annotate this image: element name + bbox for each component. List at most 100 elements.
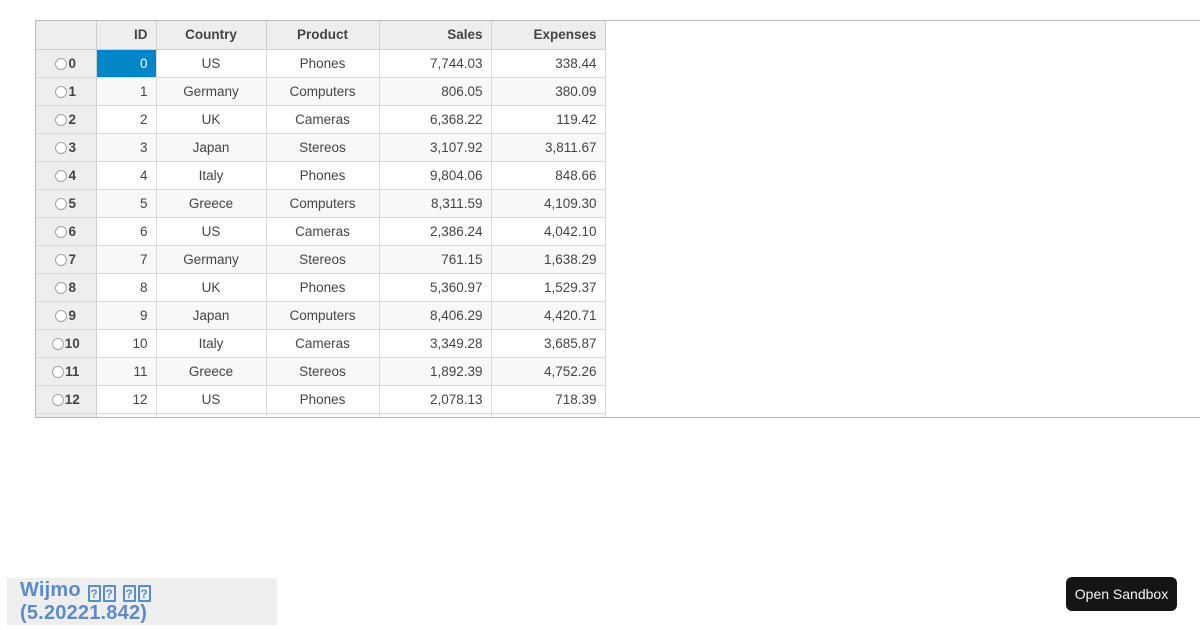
- cell-product[interactable]: Computers: [266, 77, 380, 106]
- cell-sales[interactable]: 8,406.29: [379, 301, 492, 330]
- row-select-radio[interactable]: [55, 57, 68, 70]
- cell-country[interactable]: Italy: [156, 329, 267, 358]
- row-select-radio[interactable]: [55, 197, 68, 210]
- cell-product[interactable]: Cameras: [266, 105, 380, 134]
- row-select-radio[interactable]: [51, 393, 64, 406]
- cell-id[interactable]: 6: [96, 217, 157, 246]
- row-select-radio[interactable]: [55, 225, 68, 238]
- cell-id[interactable]: 8: [96, 273, 157, 302]
- cell-sales[interactable]: 2,386.24: [379, 217, 492, 246]
- cell-id[interactable]: 11: [96, 357, 157, 386]
- row-header-7[interactable]: 7: [36, 245, 97, 274]
- cell-id[interactable]: 12: [96, 385, 157, 414]
- cell-expenses[interactable]: 848.66: [491, 161, 606, 190]
- row-select-radio[interactable]: [51, 337, 64, 350]
- row-select-radio[interactable]: [55, 141, 68, 154]
- cell-expenses[interactable]: 3,811.67: [491, 133, 606, 162]
- cell-id[interactable]: 0: [96, 49, 157, 78]
- cell-product[interactable]: Cameras: [266, 217, 380, 246]
- cell-expenses[interactable]: 4,042.10: [491, 217, 606, 246]
- cell-country[interactable]: US: [156, 385, 267, 414]
- cell-sales[interactable]: 8,311.59: [379, 189, 492, 218]
- cell-product[interactable]: Computers: [266, 189, 380, 218]
- cell-id[interactable]: 4: [96, 161, 157, 190]
- row-header-8[interactable]: 8: [36, 273, 97, 302]
- cell-id[interactable]: 10: [96, 329, 157, 358]
- row-select-radio[interactable]: [52, 365, 65, 378]
- cell-expenses[interactable]: 338.44: [491, 49, 606, 78]
- row-select-radio[interactable]: [55, 85, 68, 98]
- cell-country[interactable]: Japan: [156, 133, 267, 162]
- row-select-radio[interactable]: [55, 309, 68, 322]
- row-header-9[interactable]: 9: [36, 301, 97, 330]
- column-header-product[interactable]: Product: [266, 21, 380, 50]
- grid-header: ID Country Product Sales Expenses: [36, 21, 606, 50]
- cell-product[interactable]: Phones: [266, 161, 380, 190]
- row-select-radio[interactable]: [55, 113, 68, 126]
- cell-expenses[interactable]: 119.42: [491, 105, 606, 134]
- cell-expenses[interactable]: 1,529.37: [491, 273, 606, 302]
- cell-country[interactable]: Germany: [156, 245, 267, 274]
- row-header-5[interactable]: 5: [36, 189, 97, 218]
- cell-sales[interactable]: 3,107.92: [379, 133, 492, 162]
- cell-id[interactable]: 1: [96, 77, 157, 106]
- cell-expenses[interactable]: 4,109.30: [491, 189, 606, 218]
- cell-country[interactable]: Germany: [156, 77, 267, 106]
- cell-expenses[interactable]: 3,685.87: [491, 329, 606, 358]
- cell-expenses[interactable]: 1,638.29: [491, 245, 606, 274]
- cell-sales[interactable]: 761.15: [379, 245, 492, 274]
- cell-product[interactable]: Cameras: [266, 329, 380, 358]
- cell-sales[interactable]: 7,744.03: [379, 49, 492, 78]
- row-header-10[interactable]: 10: [36, 329, 97, 358]
- cell-id[interactable]: 7: [96, 245, 157, 274]
- cell-sales[interactable]: 1,892.39: [379, 357, 492, 386]
- cell-product[interactable]: Stereos: [266, 133, 380, 162]
- row-header-2[interactable]: 2: [36, 105, 97, 134]
- cell-country[interactable]: UK: [156, 105, 267, 134]
- row-header-0[interactable]: 0: [36, 49, 97, 78]
- row-header-1[interactable]: 1: [36, 77, 97, 106]
- grid-corner-header[interactable]: [36, 21, 97, 50]
- cell-sales[interactable]: 806.05: [379, 77, 492, 106]
- cell-product[interactable]: Stereos: [266, 245, 380, 274]
- cell-sales[interactable]: 5,360.97: [379, 273, 492, 302]
- cell-product[interactable]: Phones: [266, 385, 380, 414]
- row-select-radio[interactable]: [55, 281, 68, 294]
- cell-expenses[interactable]: 4,752.26: [491, 357, 606, 386]
- cell-id[interactable]: 2: [96, 105, 157, 134]
- cell-country[interactable]: Greece: [156, 189, 267, 218]
- row-select-radio[interactable]: [55, 253, 68, 266]
- cell-sales[interactable]: 2,078.13: [379, 385, 492, 414]
- cell-sales[interactable]: 3,349.28: [379, 329, 492, 358]
- cell-product[interactable]: Phones: [266, 49, 380, 78]
- cell-product[interactable]: Computers: [266, 301, 380, 330]
- cell-expenses[interactable]: 718.39: [491, 385, 606, 414]
- cell-expenses[interactable]: 380.09: [491, 77, 606, 106]
- cell-country[interactable]: Italy: [156, 161, 267, 190]
- cell-id[interactable]: 9: [96, 301, 157, 330]
- column-header-sales[interactable]: Sales: [379, 21, 492, 50]
- cell-country[interactable]: UK: [156, 273, 267, 302]
- open-sandbox-button[interactable]: Open Sandbox: [1066, 577, 1177, 611]
- missing-glyph-box: ?: [87, 584, 101, 602]
- column-header-expenses[interactable]: Expenses: [491, 21, 606, 50]
- cell-sales[interactable]: 9,804.06: [379, 161, 492, 190]
- cell-expenses[interactable]: 4,420.71: [491, 301, 606, 330]
- cell-country[interactable]: Greece: [156, 357, 267, 386]
- cell-country[interactable]: Japan: [156, 301, 267, 330]
- cell-country[interactable]: US: [156, 217, 267, 246]
- column-header-country[interactable]: Country: [156, 21, 267, 50]
- cell-sales[interactable]: 6,368.22: [379, 105, 492, 134]
- cell-product[interactable]: Stereos: [266, 357, 380, 386]
- row-header-6[interactable]: 6: [36, 217, 97, 246]
- row-header-3[interactable]: 3: [36, 133, 97, 162]
- column-header-id[interactable]: ID: [96, 21, 157, 50]
- cell-product[interactable]: Phones: [266, 273, 380, 302]
- cell-country[interactable]: US: [156, 49, 267, 78]
- row-select-radio[interactable]: [55, 169, 68, 182]
- cell-id[interactable]: 3: [96, 133, 157, 162]
- cell-id[interactable]: 5: [96, 189, 157, 218]
- row-header-4[interactable]: 4: [36, 161, 97, 190]
- row-header-11[interactable]: 11: [36, 357, 97, 386]
- row-header-12[interactable]: 12: [36, 385, 97, 414]
